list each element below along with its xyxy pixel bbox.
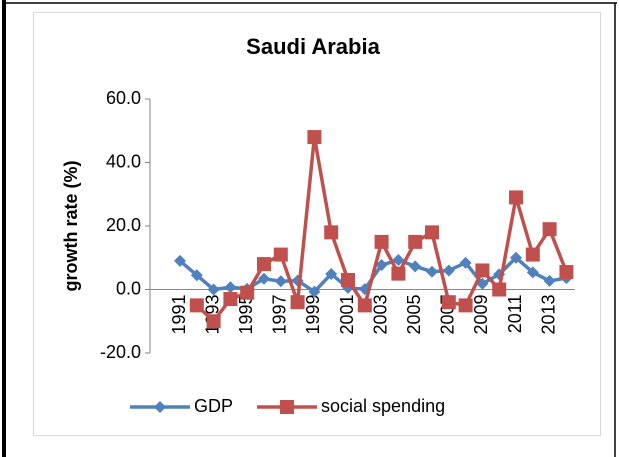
y-tick-label: 60.0 bbox=[106, 88, 141, 108]
data-point bbox=[492, 282, 507, 297]
x-tick-label: 1997 bbox=[270, 295, 290, 335]
data-point bbox=[408, 234, 423, 249]
data-point bbox=[425, 225, 439, 240]
x-tick-label: 2003 bbox=[370, 295, 390, 335]
data-point bbox=[542, 222, 557, 237]
data-point bbox=[240, 285, 255, 300]
x-tick-label: 2013 bbox=[538, 295, 558, 335]
data-point bbox=[223, 292, 238, 307]
data-point bbox=[458, 298, 473, 313]
data-point bbox=[207, 283, 220, 296]
data-point bbox=[476, 277, 489, 290]
data-point bbox=[307, 130, 322, 145]
data-point bbox=[357, 298, 372, 313]
data-point bbox=[459, 256, 472, 269]
data-point bbox=[392, 253, 405, 266]
data-point bbox=[525, 247, 540, 262]
data-point bbox=[509, 190, 523, 205]
data-point bbox=[325, 267, 338, 280]
y-tick-label: 20.0 bbox=[106, 215, 141, 235]
data-point bbox=[189, 298, 204, 313]
chart-title: Saudi Arabia bbox=[246, 34, 380, 59]
data-point bbox=[258, 272, 270, 285]
data-point bbox=[441, 295, 456, 310]
data-point bbox=[442, 264, 455, 277]
data-point bbox=[543, 274, 556, 287]
x-tick-label: 2011 bbox=[505, 295, 525, 334]
legend-marker bbox=[280, 400, 295, 414]
data-point bbox=[308, 285, 321, 298]
data-point bbox=[475, 263, 490, 278]
x-tick-label: 2009 bbox=[471, 295, 491, 335]
data-point bbox=[391, 266, 406, 281]
data-point bbox=[510, 251, 522, 264]
data-point bbox=[341, 272, 355, 287]
data-point bbox=[559, 265, 574, 280]
data-point bbox=[290, 295, 305, 310]
x-tick-label: 1995 bbox=[236, 295, 256, 335]
frame-left bbox=[2, 0, 6, 457]
data-point bbox=[426, 265, 438, 278]
data-point bbox=[375, 259, 388, 272]
legend-label: GDP bbox=[194, 396, 233, 416]
x-tick-label: 2001 bbox=[337, 295, 357, 335]
data-point bbox=[409, 260, 422, 273]
chart-area bbox=[33, 12, 601, 436]
y-tick-label: 0.0 bbox=[116, 278, 141, 298]
data-point bbox=[190, 269, 203, 282]
data-point bbox=[174, 254, 186, 267]
data-point bbox=[324, 225, 339, 240]
data-point bbox=[257, 257, 271, 272]
data-point bbox=[224, 281, 237, 294]
y-tick-label: 40.0 bbox=[106, 151, 141, 171]
legend-label: social spending bbox=[321, 396, 445, 416]
y-tick-label: -20.0 bbox=[100, 342, 141, 362]
y-axis-label: growth rate (%) bbox=[61, 160, 81, 291]
data-point bbox=[273, 247, 288, 262]
x-tick-label: 2005 bbox=[404, 295, 424, 335]
data-point bbox=[206, 314, 221, 329]
data-point bbox=[274, 275, 287, 288]
legend-marker bbox=[154, 401, 166, 413]
data-point bbox=[374, 234, 389, 249]
x-tick-label: 1991 bbox=[169, 295, 189, 335]
data-point bbox=[526, 266, 539, 279]
x-tick-label: 1999 bbox=[303, 295, 323, 335]
